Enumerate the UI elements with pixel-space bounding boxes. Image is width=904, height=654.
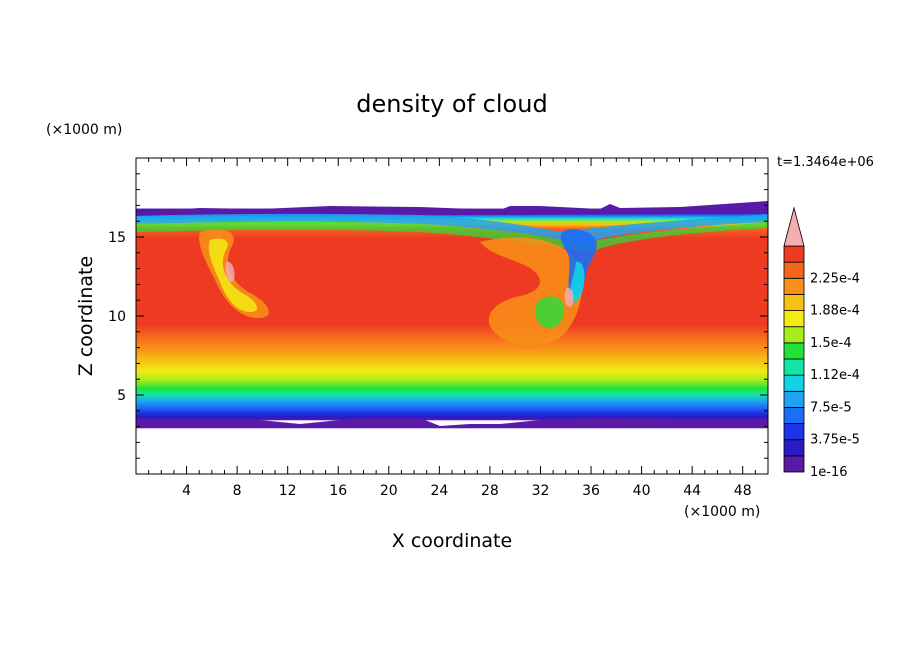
colorbar-label: 1.88e-4 [810,304,860,319]
y-tick-label: 15 [108,230,126,246]
colorbar-swatch [783,342,805,360]
x-tick-label: 16 [329,483,347,499]
y-unit-label: (×1000 m) [46,122,122,138]
x-tick-label: 48 [734,483,752,499]
x-tick-label: 12 [279,483,297,499]
y-axis-label: Z coordinate [75,256,97,376]
colorbar-swatch [783,439,805,457]
cloud-top-edge [136,201,768,216]
colorbar-label: 2.25e-4 [810,271,860,286]
x-tick-label: 32 [532,483,550,499]
x-tick-label: 40 [633,483,651,499]
colorbar-label: 3.75e-5 [810,433,860,448]
cloud-top-bright-band [136,213,768,244]
left-eddy-inner [208,238,258,312]
x-tick-label: 24 [430,483,448,499]
y-tick-label: 5 [117,388,126,404]
colorbar: 1e-16 3.75e-5 7.5e-5 1.12e-4 1.5e-4 1.88e-4 2.… [783,206,860,480]
colorbar-swatch [783,245,805,263]
colorbar-swatch [783,374,805,392]
right-downdraft-green [534,296,565,329]
colorbar-label: 1.12e-4 [810,368,860,383]
x-tick-label: 36 [582,483,600,499]
x-axis-ticks: 4 8 12 16 20 24 28 32 36 40 44 48 [148,158,756,499]
colorbar-swatch [783,390,805,408]
colorbar-swatch [783,455,805,473]
x-unit-label: (×1000 m) [684,504,760,520]
right-downdraft-core [564,287,574,308]
colorbar-extend-arrow [783,206,805,247]
colorbar-label: 1.5e-4 [810,336,852,351]
left-eddy-core [225,261,235,282]
colorbar-swatch [783,326,805,344]
time-label: t=1.3464e+06 [777,155,874,170]
colorbar-swatch [783,423,805,441]
colorbar-swatch [783,310,805,328]
colorbar-swatch [783,294,805,311]
cloud-layer [136,208,768,421]
y-axis-ticks: 5 10 15 [108,173,768,459]
colorbar-swatch [783,277,805,295]
x-tick-label: 20 [380,483,398,499]
colorbar-label: 7.5e-5 [810,400,852,415]
y-tick-label: 10 [108,309,126,325]
x-axis-label: X coordinate [392,530,512,552]
x-tick-label: 4 [182,483,191,499]
colorbar-swatch [783,407,805,424]
colorbar-swatch [783,358,805,376]
density-field [136,201,768,474]
colorbar-swatch [783,261,805,279]
x-tick-label: 28 [481,483,499,499]
colorbar-label: 1e-16 [810,465,848,480]
right-downdraft-cyan [569,261,585,303]
below-cloud-area [136,428,768,474]
cloud-top-green-band [136,221,768,252]
x-tick-label: 44 [683,483,701,499]
x-tick-label: 8 [233,483,242,499]
chart-title: density of cloud [356,90,547,118]
